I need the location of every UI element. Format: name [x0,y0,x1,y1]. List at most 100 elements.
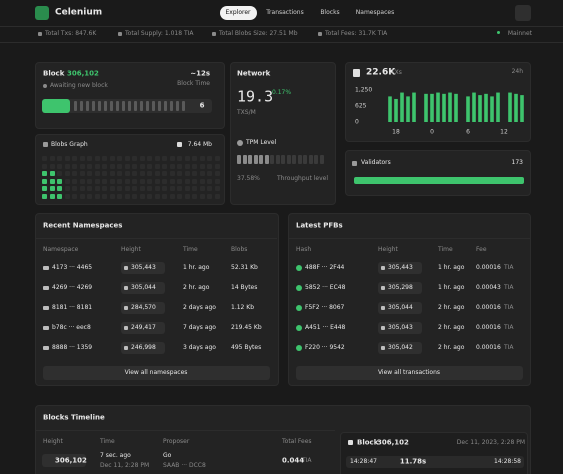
blob-cell [72,193,77,199]
row-height[interactable]: 246,998 [131,344,156,351]
blob-cell [87,193,92,199]
validators-title: Validators [361,159,391,166]
row-time: 3 days ago [183,344,216,351]
row-value: 52.31 Kb [231,264,258,271]
row-height[interactable]: 305,443 [388,264,413,271]
row-value: 0.00016 [476,304,501,311]
progress-stripe [104,101,107,111]
blob-cell [42,163,47,169]
blob-cell [192,156,197,161]
blob-cell [49,171,55,176]
blob-cell [42,193,47,199]
nav-link[interactable]: Namespaces [355,9,395,16]
row-height[interactable]: 305,044 [131,284,156,291]
progress-stripe [176,101,179,111]
detail-date: Dec 11, 2023, 2:28 PM [456,439,525,446]
tpm-segment [264,155,269,164]
blob-cell [132,193,137,199]
blob-cell [72,178,77,184]
progress-stripe [92,101,95,111]
blob-cell [147,163,152,169]
column-header: Time [438,246,453,253]
row-id[interactable]: 4173 ··· 4465 [52,264,93,271]
blob-cell [177,193,182,199]
blob-cell [199,171,205,176]
row-time: 2 hr. ago [183,284,210,291]
progress-stripe [164,101,167,111]
blob-cell [184,193,190,199]
bar [520,95,524,122]
divider [35,430,335,431]
timeline-unit: TIA [302,457,312,464]
row-id[interactable]: F220 ··· 9542 [305,344,345,351]
nav-active[interactable] [220,6,257,20]
row-id[interactable]: 488F ··· 2F44 [305,264,345,271]
row-id[interactable]: b78c ··· eec8 [52,324,91,331]
blob-cell [117,186,122,191]
logo[interactable] [35,6,49,20]
view-all-link[interactable]: View all namespaces [124,369,188,376]
timeline-date: Dec 11, 2:28 PM [100,462,150,469]
timeline-time: 7 sec. ago [100,452,131,459]
blob-cell [124,193,130,199]
blob-cell [154,171,160,176]
blob-cell [139,193,145,199]
blob-cell [57,163,62,169]
row-time: 1 hr. ago [438,284,465,291]
blob-cell [87,178,92,184]
tpm-segment [259,155,263,164]
x-tick-label: 0 [430,129,434,136]
blob-cell [72,163,77,169]
nav-link[interactable]: Transactions [266,9,304,16]
tpm-segment [314,155,318,164]
row-id[interactable]: 8181 ··· 8181 [52,304,93,311]
table-title: Latest PFBs [296,221,343,230]
row-value: 0.00043 [476,284,501,291]
timeline-fees: 0.044 [282,456,305,465]
timeline-height[interactable]: 306,102 [55,456,87,465]
blob-cell [184,186,190,191]
brand: Celenium [55,7,103,18]
row-height[interactable]: 249,417 [131,324,156,331]
x-tick-label: 6 [466,129,470,136]
blob-cell [94,156,100,161]
blob-cell [79,186,85,191]
row-height[interactable]: 305,044 [388,304,413,311]
divider [288,238,530,239]
row-id[interactable]: 4269 ··· 4269 [52,284,93,291]
bar [496,92,500,122]
blob-cell [169,193,175,199]
cube-icon [124,346,128,350]
blob-cell [124,163,130,169]
column-header: Height [121,246,141,253]
tpm-segment [281,155,285,164]
divider [0,42,563,43]
nav-link[interactable]: Explorer [225,9,251,16]
tpm-change: 0.17% [272,89,292,96]
row-id[interactable]: 5852 ··· EC48 [305,284,346,291]
row-height[interactable]: 305,043 [388,324,413,331]
detail-end: 14:28:58 [494,458,521,465]
row-id[interactable]: F5F2 ··· 8067 [305,304,345,311]
row-height[interactable]: 305,298 [388,284,413,291]
cell-bg [378,282,422,294]
nav-link[interactable]: Blocks [320,9,340,16]
view-all-link[interactable]: View all transactions [377,369,441,376]
tpm-segment [248,155,252,164]
blob-cell [147,171,152,176]
block-count: 6 [199,101,205,110]
row-height[interactable]: 305,443 [131,264,156,271]
row-height[interactable]: 305,042 [388,344,413,351]
stat: Total Blobs Size: 27.51 Mb [219,30,298,37]
row-id[interactable]: 8888 ··· 1359 [52,344,93,351]
cell-bg [121,302,165,314]
bar [484,93,488,122]
blob-cell [49,163,55,169]
row-height[interactable]: 284,570 [131,304,156,311]
bar [394,98,398,122]
search-button[interactable] [515,5,531,21]
blob-cell [57,186,62,191]
pfbs-card [288,213,531,386]
blob-cell [154,186,160,191]
row-id[interactable]: A451 ··· E448 [305,324,346,331]
